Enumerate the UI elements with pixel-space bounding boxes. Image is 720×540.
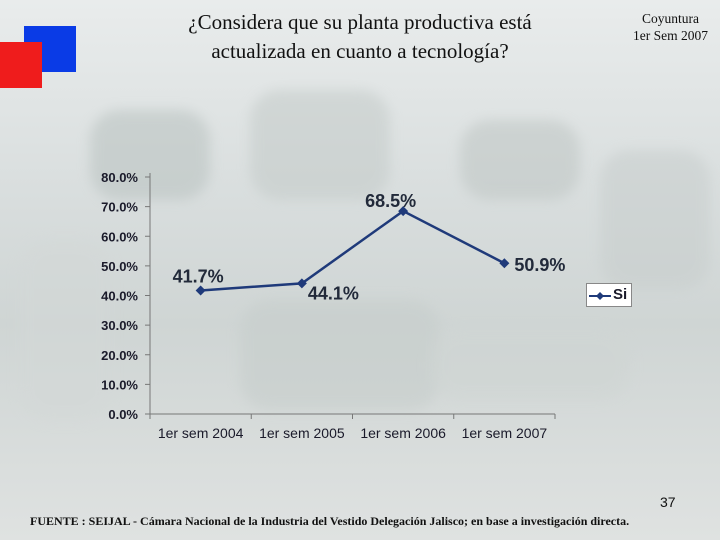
title-line-1: ¿Considera que su planta productiva está: [188, 10, 532, 34]
y-tick-label: 50.0%: [101, 259, 138, 274]
y-tick-label: 40.0%: [101, 289, 138, 304]
slide-title: ¿Considera que su planta productiva está…: [120, 8, 600, 66]
x-tick-label: 1er sem 2004: [158, 425, 244, 441]
y-tick-label: 10.0%: [101, 377, 138, 392]
data-point-marker: [398, 206, 409, 217]
data-point-marker: [499, 258, 510, 269]
page-number: 37: [660, 494, 676, 510]
y-tick-label: 20.0%: [101, 348, 138, 363]
y-tick-label: 70.0%: [101, 200, 138, 215]
badge-line-2: 1er Sem 2007: [633, 28, 708, 43]
data-label: 50.9%: [514, 255, 565, 275]
badge-line-1: Coyuntura: [642, 11, 699, 26]
data-label: 68.5%: [365, 191, 416, 211]
x-tick-label: 1er sem 2007: [462, 425, 548, 441]
y-tick-label: 80.0%: [101, 170, 138, 185]
series-line-si: [200, 209, 505, 292]
legend-label: Si: [613, 286, 628, 303]
data-label: 41.7%: [173, 266, 224, 286]
data-point-marker: [195, 285, 206, 296]
chart-legend: Si: [586, 283, 632, 307]
title-line-2: actualizada en cuanto a tecnología?: [211, 39, 509, 63]
legend-line-marker-icon: [589, 292, 611, 300]
x-tick-label: 1er sem 2006: [360, 425, 446, 441]
y-tick-label: 0.0%: [108, 407, 138, 422]
data-point-marker: [296, 278, 307, 289]
logo-red-square: [0, 42, 42, 88]
y-tick-label: 60.0%: [101, 229, 138, 244]
y-tick-label: 30.0%: [101, 318, 138, 333]
data-label: 44.1%: [308, 283, 359, 303]
x-tick-label: 1er sem 2005: [259, 425, 345, 441]
source-footer: FUENTE : SEIJAL - Cámara Nacional de la …: [30, 514, 630, 528]
period-badge: Coyuntura 1er Sem 2007: [633, 10, 708, 44]
